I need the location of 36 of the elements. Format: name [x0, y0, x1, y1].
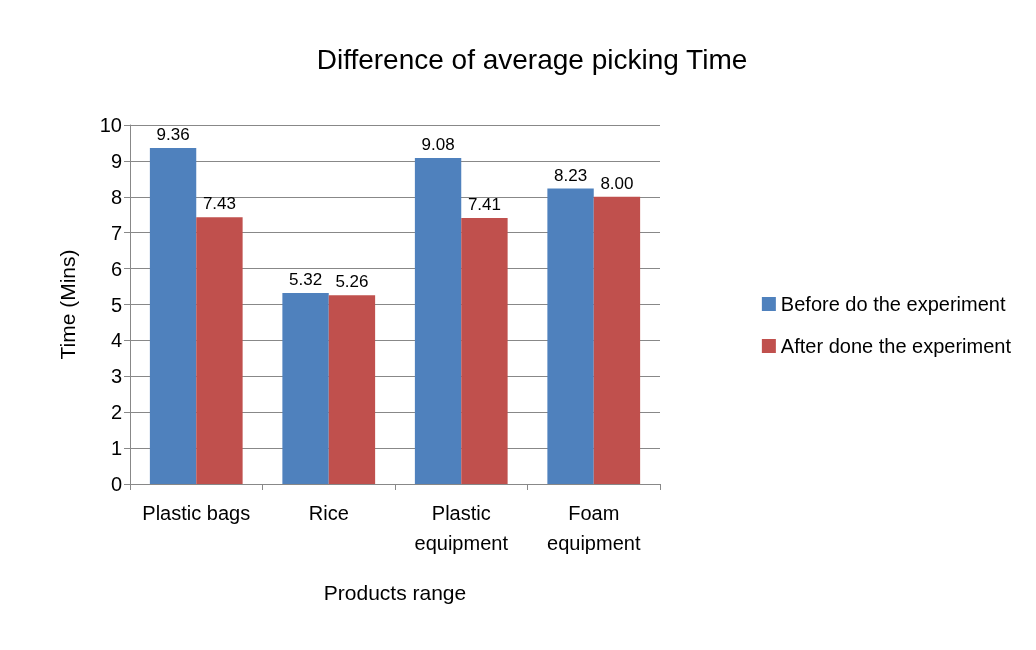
y-tick-label: 2 [110, 401, 122, 424]
bar [149, 147, 197, 484]
data-label: 5.32 [289, 270, 323, 290]
x-tick-label: Plastic bags [142, 502, 251, 524]
bar [196, 217, 243, 484]
data-label: 8.00 [600, 173, 634, 193]
y-tick-label: 4 [110, 329, 122, 352]
y-tick-label: 6 [110, 257, 122, 280]
legend-label: Before do the experiment [780, 293, 1006, 315]
y-tick-label: 5 [110, 293, 122, 316]
bar [282, 293, 329, 484]
y-axis-title: Time (Mins) [56, 249, 79, 360]
data-label: 5.26 [335, 272, 369, 292]
bar [547, 188, 594, 484]
y-tick-label: 8 [110, 185, 122, 208]
y-tick-label: 7 [110, 221, 122, 244]
y-tick-label: 10 [99, 114, 122, 136]
bar [593, 196, 641, 484]
data-label: 9.08 [421, 135, 455, 155]
data-label: 8.23 [554, 165, 588, 185]
y-tick-label: 9 [110, 149, 122, 172]
data-label: 9.36 [156, 124, 190, 144]
data-label: 7.43 [202, 194, 236, 214]
x-tick-label: Plastic equipment [414, 502, 509, 554]
chart-title: Difference of average picking Time [316, 43, 748, 75]
legend-label: After done the experiment [780, 335, 1012, 357]
bar [461, 217, 508, 484]
y-tick-label: 0 [110, 473, 122, 495]
x-axis-title: Products range [323, 581, 467, 604]
y-tick-label: 3 [110, 365, 122, 388]
y-tick-label: 1 [110, 437, 122, 460]
bar [414, 158, 462, 484]
data-label: 7.41 [467, 194, 501, 214]
bar [328, 295, 376, 484]
x-tick-label: Foam equipment [547, 502, 641, 554]
x-tick-label: Rice [308, 502, 349, 524]
